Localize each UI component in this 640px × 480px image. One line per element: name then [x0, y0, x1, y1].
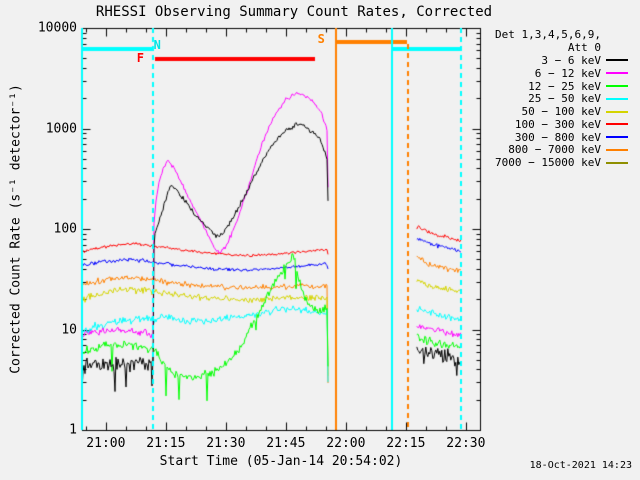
legend-entry-label: 7000 − 15000 keV: [495, 156, 601, 170]
legend-entry-label: 50 − 100 keV: [521, 105, 601, 119]
legend-color-swatch: [606, 110, 628, 113]
x-tick-label: 21:30: [206, 436, 246, 451]
legend-color-swatch: [606, 97, 628, 100]
legend-color-swatch: [606, 161, 628, 164]
x-axis-title: Start Time (05-Jan-14 20:54:02): [159, 454, 403, 469]
legend-entry-label: 6 − 12 keV: [534, 66, 601, 80]
legend-entry: 300 − 800 keV: [470, 131, 628, 144]
legend-header-detectors: Det 1,3,4,5,6,9,: [495, 28, 601, 41]
legend-entry: 6 − 12 keV: [470, 67, 628, 80]
legend-color-swatch: [606, 136, 628, 139]
x-tick-label: 22:00: [326, 436, 366, 451]
flag-label-s: S: [317, 32, 325, 46]
legend: Det 1,3,4,5,6,9, Att 0 3 − 6 keV 6 − 12 k…: [470, 28, 628, 169]
legend-entry-label: 800 − 7000 keV: [508, 143, 601, 157]
x-tick-label: 22:30: [446, 436, 486, 451]
x-tick-label: 21:15: [146, 436, 186, 451]
y-tick-label: 1: [69, 422, 77, 438]
legend-entry: 3 − 6 keV: [470, 54, 628, 67]
y-tick-label: 10000: [37, 20, 77, 36]
legend-entry: 800 − 7000 keV: [470, 143, 628, 157]
x-tick-label: 22:15: [386, 436, 426, 451]
legend-color-swatch: [606, 59, 628, 62]
legend-entry: 100 − 300 keV: [470, 118, 628, 131]
legend-entry-label: 300 − 800 keV: [514, 130, 601, 144]
legend-entry: 7000 − 15000 keV: [470, 156, 628, 169]
legend-color-swatch: [606, 148, 628, 151]
y-tick-label: 100: [53, 221, 77, 237]
legend-entries: 3 − 6 keV 6 − 12 keV 12 − 25 keV 25 − 50 ke…: [470, 54, 628, 169]
legend-entry: 25 − 50 keV: [470, 92, 628, 105]
legend-entry-label: 3 − 6 keV: [541, 53, 601, 67]
y-tick-label: 10: [61, 322, 77, 337]
legend-header-attenuator: Att 0: [567, 41, 601, 54]
flag-label-f: F: [136, 51, 145, 65]
legend-entry-label: 25 − 50 keV: [528, 92, 601, 106]
legend-entry: 50 − 100 keV: [470, 105, 628, 118]
legend-color-swatch: [606, 84, 628, 87]
legend-entry-label: 100 − 300 keV: [514, 117, 601, 131]
x-tick-label: 21:45: [266, 436, 306, 451]
legend-color-swatch: [606, 72, 628, 75]
legend-entry-label: 12 − 25 keV: [528, 79, 601, 93]
legend-color-swatch: [606, 123, 628, 126]
legend-entry: 12 − 25 keV: [470, 80, 628, 93]
flag-label-n: N: [153, 38, 161, 52]
chart-title: RHESSI Observing Summary Count Rates, Co…: [95, 4, 493, 20]
y-tick-label: 1000: [45, 121, 77, 136]
x-tick-label: 21:00: [86, 436, 126, 451]
plot-timestamp: 18-Oct-2021 14:23: [529, 460, 632, 471]
